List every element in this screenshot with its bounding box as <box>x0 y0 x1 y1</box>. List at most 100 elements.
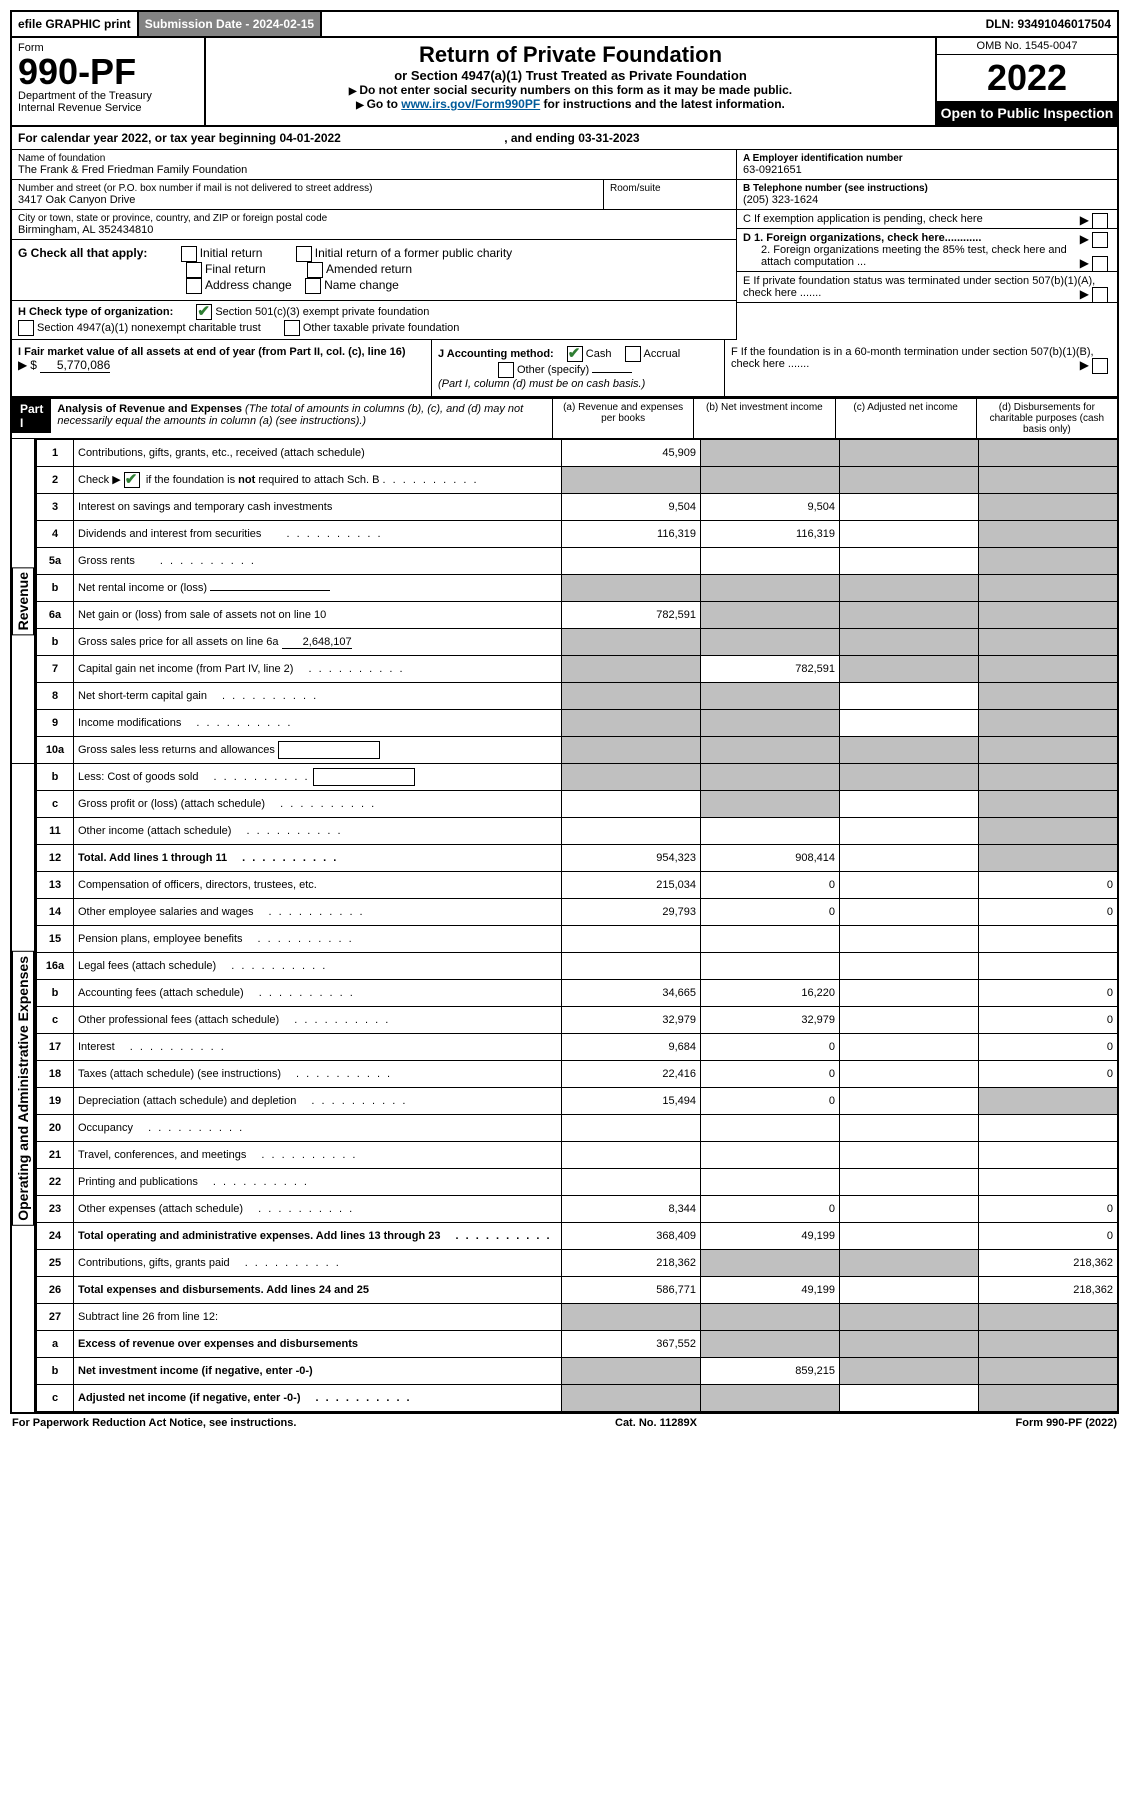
row-10a: 10aGross sales less returns and allowanc… <box>36 737 1118 764</box>
cat-number: Cat. No. 11289X <box>615 1417 697 1429</box>
dept-treasury: Department of the Treasury <box>18 90 198 102</box>
r6b-val: 2,648,107 <box>282 636 352 649</box>
status-terminated-checkbox[interactable] <box>1092 287 1108 303</box>
city-label: City or town, state or province, country… <box>18 213 730 224</box>
page-footer: For Paperwork Reduction Act Notice, see … <box>10 1414 1119 1432</box>
submission-date: Submission Date - 2024-02-15 <box>139 12 322 36</box>
row-1: 1Contributions, gifts, grants, etc., rec… <box>36 440 1118 467</box>
section-h: H Check type of organization: Section 50… <box>12 301 736 340</box>
foreign-org-checkbox[interactable] <box>1092 232 1108 248</box>
row-6a: 6aNet gain or (loss) from sale of assets… <box>36 602 1118 629</box>
foundation-name: The Frank & Fred Friedman Family Foundat… <box>18 164 730 176</box>
open-to-public: Open to Public Inspection <box>937 101 1117 125</box>
row-27a: aExcess of revenue over expenses and dis… <box>36 1331 1118 1358</box>
amended-return-checkbox[interactable] <box>307 262 323 278</box>
g-opt-name: Name change <box>324 278 399 292</box>
ein-label: A Employer identification number <box>743 153 1111 164</box>
row-10b: bLess: Cost of goods sold <box>36 764 1118 791</box>
part1-table: 1Contributions, gifts, grants, etc., rec… <box>35 439 1119 1412</box>
exemption-pending-checkbox[interactable] <box>1092 213 1108 229</box>
form-subtitle: or Section 4947(a)(1) Trust Treated as P… <box>212 68 929 83</box>
row-27b: bNet investment income (if negative, ent… <box>36 1358 1118 1385</box>
row-9: 9Income modifications <box>36 710 1118 737</box>
r2-suffix: if the foundation is not required to att… <box>143 474 380 486</box>
paperwork-notice: For Paperwork Reduction Act Notice, see … <box>12 1417 296 1429</box>
schb-checkbox[interactable] <box>124 472 140 488</box>
expenses-side-label: Operating and Administrative Expenses <box>12 951 34 1226</box>
initial-former-checkbox[interactable] <box>296 246 312 262</box>
row-16c: cOther professional fees (attach schedul… <box>36 1007 1118 1034</box>
addr-label: Number and street (or P.O. box number if… <box>18 183 597 194</box>
form-number: 990-PF <box>18 54 198 90</box>
row-26: 26Total expenses and disbursements. Add … <box>36 1277 1118 1304</box>
phone-label: B Telephone number (see instructions) <box>743 183 1111 194</box>
form-header: Form 990-PF Department of the Treasury I… <box>10 38 1119 127</box>
g-opt-address: Address change <box>205 278 292 292</box>
j-label: J Accounting method: <box>438 348 554 360</box>
name-change-checkbox[interactable] <box>305 278 321 294</box>
cash-checkbox[interactable] <box>567 346 583 362</box>
row-11: 11Other income (attach schedule) <box>36 818 1118 845</box>
h-501c3: Section 501(c)(3) exempt private foundat… <box>215 306 429 318</box>
60month-checkbox[interactable] <box>1092 358 1108 374</box>
omb-number: OMB No. 1545-0047 <box>937 38 1117 55</box>
efile-label: efile GRAPHIC print <box>12 12 139 36</box>
row-14: 14Other employee salaries and wages29,79… <box>36 899 1118 926</box>
j-cash: Cash <box>586 348 612 360</box>
j-note: (Part I, column (d) must be on cash basi… <box>438 378 645 390</box>
row-23: 23Other expenses (attach schedule)8,3440… <box>36 1196 1118 1223</box>
row-5b: bNet rental income or (loss) <box>36 575 1118 602</box>
section-c: C If exemption application is pending, c… <box>737 210 1117 229</box>
room-suite-label: Room/suite <box>604 180 736 209</box>
row-3: 3Interest on savings and temporary cash … <box>36 494 1118 521</box>
i-label: I Fair market value of all assets at end… <box>18 346 406 358</box>
accrual-checkbox[interactable] <box>625 346 641 362</box>
j-accrual: Accrual <box>644 348 681 360</box>
top-bar: efile GRAPHIC print Submission Date - 20… <box>10 10 1119 38</box>
row-21: 21Travel, conferences, and meetings <box>36 1142 1118 1169</box>
4947-checkbox[interactable] <box>18 320 34 336</box>
d2-label: 2. Foreign organizations meeting the 85%… <box>761 244 1067 268</box>
row-24: 24Total operating and administrative exp… <box>36 1223 1118 1250</box>
h-other: Other taxable private foundation <box>303 322 460 334</box>
form990pf-link[interactable]: www.irs.gov/Form990PF <box>401 97 540 111</box>
part1-header: Part I Analysis of Revenue and Expenses … <box>10 398 1119 439</box>
section-d: D 1. Foreign organizations, check here..… <box>737 229 1117 272</box>
dln: DLN: 93491046017504 <box>980 12 1117 36</box>
part1-label: Part I <box>12 399 51 433</box>
ijf-row: I Fair market value of all assets at end… <box>10 340 1119 398</box>
row-27c: cAdjusted net income (if negative, enter… <box>36 1385 1118 1412</box>
form-ref: Form 990-PF (2022) <box>1016 1417 1118 1429</box>
h-label: H Check type of organization: <box>18 306 173 318</box>
row-12: 12Total. Add lines 1 through 11954,32390… <box>36 845 1118 872</box>
501c3-checkbox[interactable] <box>196 304 212 320</box>
instr-prefix: Go to <box>367 97 402 111</box>
row-19: 19Depreciation (attach schedule) and dep… <box>36 1088 1118 1115</box>
row-4: 4Dividends and interest from securities1… <box>36 521 1118 548</box>
j-other: Other (specify) <box>517 364 589 376</box>
row-15: 15Pension plans, employee benefits <box>36 926 1118 953</box>
g-opt-final: Final return <box>205 262 266 276</box>
other-taxable-checkbox[interactable] <box>284 320 300 336</box>
revenue-side-label: Revenue <box>12 567 34 635</box>
cal-end: 03-31-2023 <box>578 131 639 145</box>
85pct-test-checkbox[interactable] <box>1092 256 1108 272</box>
cal-begin: 04-01-2022 <box>279 131 340 145</box>
row-5a: 5aGross rents <box>36 548 1118 575</box>
city-state-zip: Birmingham, AL 352434810 <box>18 224 730 236</box>
phone-value: (205) 323-1624 <box>743 194 1111 206</box>
initial-return-checkbox[interactable] <box>181 246 197 262</box>
form-title: Return of Private Foundation <box>212 42 929 68</box>
row-2: 2Check ▶ if the foundation is not requir… <box>36 467 1118 494</box>
other-method-checkbox[interactable] <box>498 362 514 378</box>
instr-ssn: Do not enter social security numbers on … <box>212 83 929 97</box>
g-opt-initial: Initial return <box>200 246 263 260</box>
address-change-checkbox[interactable] <box>186 278 202 294</box>
instr-link-row: Go to www.irs.gov/Form990PF for instruct… <box>212 97 929 111</box>
ein-value: 63-0921651 <box>743 164 1111 176</box>
row-22: 22Printing and publications <box>36 1169 1118 1196</box>
col-a-header: (a) Revenue and expenses per books <box>552 399 693 438</box>
tax-year: 2022 <box>937 55 1117 101</box>
part1-title: Analysis of Revenue and Expenses <box>57 403 242 415</box>
final-return-checkbox[interactable] <box>186 262 202 278</box>
